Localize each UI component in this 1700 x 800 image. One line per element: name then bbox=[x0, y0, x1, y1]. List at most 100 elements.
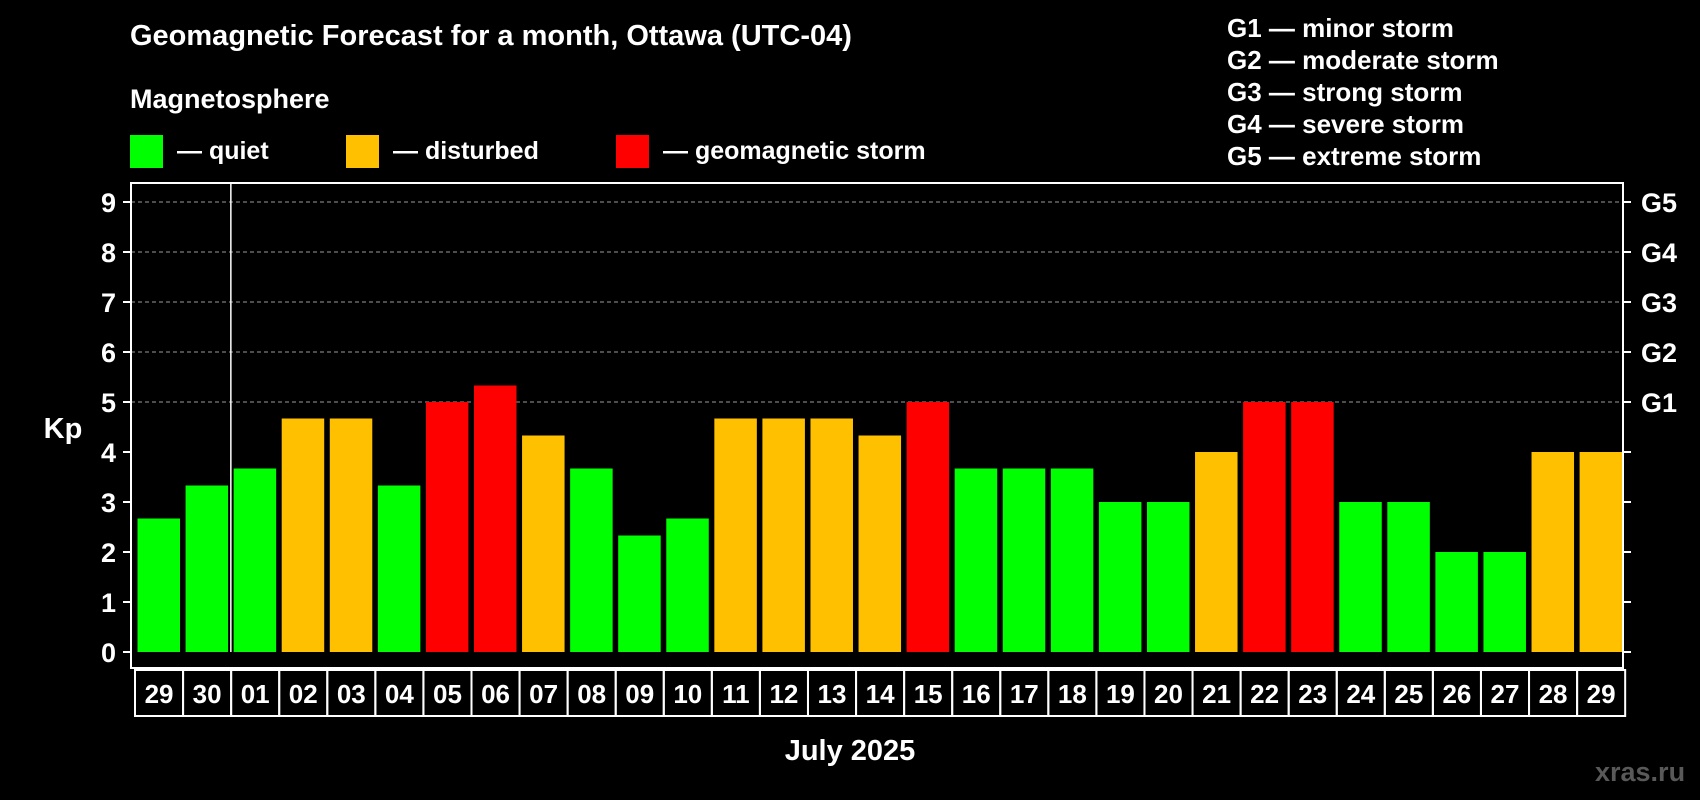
x-tick-label-6: 05 bbox=[433, 679, 462, 709]
legend-label-disturbed: — disturbed bbox=[393, 136, 539, 165]
watermark: xras.ru bbox=[1595, 757, 1686, 787]
storm-scale-g4: G4 — severe storm bbox=[1227, 109, 1465, 139]
bar-26 bbox=[1387, 502, 1430, 652]
right-tick-label-G5: G5 bbox=[1641, 188, 1677, 218]
x-tick-box-30 bbox=[1576, 669, 1627, 717]
bar-10 bbox=[618, 535, 661, 652]
bar-18 bbox=[1002, 468, 1046, 652]
y-tick-label-6: 6 bbox=[101, 338, 116, 368]
legend-subtitle: Magnetosphere bbox=[130, 84, 330, 114]
bar-19 bbox=[1050, 468, 1094, 652]
bar-5 bbox=[377, 485, 421, 652]
x-tick-label-15: 14 bbox=[866, 679, 895, 709]
storm-scale-g3: G3 — strong storm bbox=[1227, 77, 1463, 107]
storm-scale-g5: G5 — extreme storm bbox=[1227, 141, 1482, 171]
y-tick-label-7: 7 bbox=[101, 288, 116, 318]
x-tick-label-21: 20 bbox=[1154, 679, 1183, 709]
x-tick-label-10: 09 bbox=[625, 679, 654, 709]
x-tick-label-25: 24 bbox=[1346, 679, 1375, 709]
bar-4 bbox=[329, 418, 373, 652]
x-tick-label-9: 08 bbox=[577, 679, 606, 709]
storm-scale-list: G1 — minor storm G2 — moderate storm G3 … bbox=[1227, 12, 1499, 172]
x-tick-label-8: 07 bbox=[529, 679, 558, 709]
x-tick-label-26: 25 bbox=[1394, 679, 1423, 709]
y-tick-label-0: 0 bbox=[101, 638, 116, 668]
x-tick-label-5: 04 bbox=[385, 679, 414, 709]
bar-0 bbox=[137, 518, 180, 652]
right-tick-label-G2: G2 bbox=[1641, 338, 1677, 368]
bar-9 bbox=[570, 468, 613, 652]
legend-item-quiet: — quiet bbox=[130, 134, 269, 168]
bar-25 bbox=[1339, 502, 1382, 652]
storm-scale-g2: G2 — moderate storm bbox=[1227, 45, 1499, 75]
bar-3 bbox=[281, 418, 325, 652]
bar-1 bbox=[185, 485, 229, 652]
x-tick-label-17: 16 bbox=[962, 679, 991, 709]
x-tick-label-7: 06 bbox=[481, 679, 510, 709]
bar-15 bbox=[858, 435, 902, 652]
bar-8 bbox=[522, 435, 565, 652]
legend-label-storm: — geomagnetic storm bbox=[663, 136, 926, 165]
legend-swatch-disturbed bbox=[346, 134, 379, 168]
y-axis-label: Kp bbox=[44, 413, 83, 445]
right-tick-label-G4: G4 bbox=[1641, 238, 1677, 268]
x-tick-label-22: 21 bbox=[1202, 679, 1231, 709]
x-tick-label-28: 27 bbox=[1491, 679, 1520, 709]
x-tick-label-16: 15 bbox=[914, 679, 943, 709]
legend-swatch-storm bbox=[616, 134, 649, 168]
x-tick-label-4: 03 bbox=[337, 679, 366, 709]
x-tick-label-0: 29 bbox=[145, 679, 174, 709]
bar-11 bbox=[666, 518, 709, 652]
x-tick-label-20: 19 bbox=[1106, 679, 1135, 709]
plot-frame bbox=[130, 182, 1624, 669]
bar-20 bbox=[1098, 502, 1142, 652]
bar-23 bbox=[1243, 402, 1286, 652]
x-tick-label-24: 23 bbox=[1298, 679, 1327, 709]
bar-28 bbox=[1483, 552, 1526, 652]
y-tick-label-5: 5 bbox=[101, 388, 116, 418]
bar-24 bbox=[1291, 402, 1334, 652]
x-tick-label-13: 12 bbox=[769, 679, 798, 709]
bar-7 bbox=[473, 385, 517, 652]
bar-12 bbox=[714, 418, 757, 652]
right-tick-label-G3: G3 bbox=[1641, 288, 1677, 318]
bar-14 bbox=[810, 418, 853, 652]
x-tick-label-2: 01 bbox=[241, 679, 270, 709]
bar-6 bbox=[425, 402, 469, 652]
x-tick-label-1: 30 bbox=[193, 679, 222, 709]
y-tick-label-9: 9 bbox=[101, 188, 116, 218]
x-tick-label-14: 13 bbox=[818, 679, 847, 709]
y-tick-label-8: 8 bbox=[101, 238, 116, 268]
bar-29 bbox=[1531, 452, 1575, 652]
legend-item-disturbed: — disturbed bbox=[346, 134, 539, 168]
x-tick-label-23: 22 bbox=[1250, 679, 1279, 709]
x-tick-label-30: 29 bbox=[1587, 679, 1616, 709]
bar-17 bbox=[954, 468, 998, 652]
bar-2 bbox=[233, 468, 277, 652]
legend-item-storm: — geomagnetic storm bbox=[616, 134, 926, 168]
bar-27 bbox=[1435, 552, 1478, 652]
x-tick-label-12: 11 bbox=[722, 679, 750, 709]
x-tick-label-18: 17 bbox=[1010, 679, 1039, 709]
bar-21 bbox=[1146, 502, 1190, 652]
y-tick-label-4: 4 bbox=[101, 438, 116, 468]
legend-label-quiet: — quiet bbox=[177, 136, 269, 165]
chart-title: Geomagnetic Forecast for a month, Ottawa… bbox=[130, 20, 852, 52]
bar-30 bbox=[1579, 452, 1623, 652]
x-tick-label-27: 26 bbox=[1442, 679, 1471, 709]
x-tick-label-3: 02 bbox=[289, 679, 318, 709]
x-tick-label-19: 18 bbox=[1058, 679, 1087, 709]
right-tick-label-G1: G1 bbox=[1641, 388, 1677, 418]
x-axis-label: July 2025 bbox=[784, 735, 916, 767]
storm-scale-g1: G1 — minor storm bbox=[1227, 13, 1454, 43]
bar-22 bbox=[1195, 452, 1238, 652]
x-tick-label-29: 28 bbox=[1539, 679, 1568, 709]
legend-swatch-quiet bbox=[130, 134, 163, 168]
y-tick-label-3: 3 bbox=[101, 488, 116, 518]
x-tick-label-11: 10 bbox=[673, 679, 702, 709]
y-tick-label-1: 1 bbox=[101, 588, 116, 618]
bar-16 bbox=[906, 402, 950, 652]
y-tick-label-2: 2 bbox=[101, 538, 116, 568]
bar-13 bbox=[762, 418, 805, 652]
